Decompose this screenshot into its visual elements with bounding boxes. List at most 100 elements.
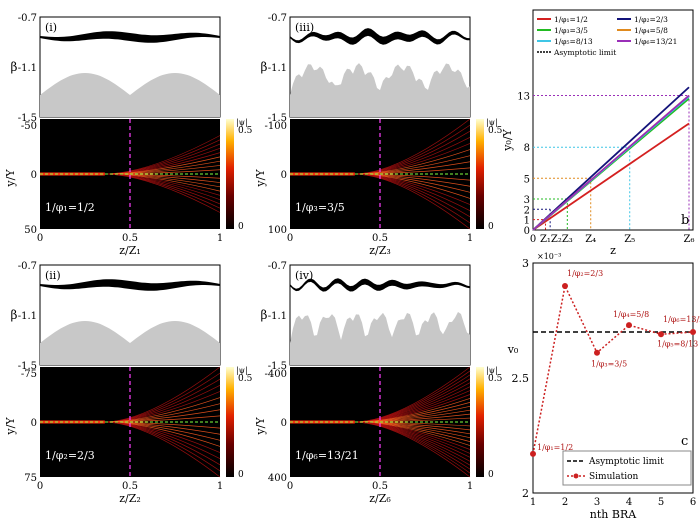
z-tick: 0.5 bbox=[122, 233, 138, 244]
c-legend-box bbox=[562, 450, 692, 486]
y-tick: 0 bbox=[281, 170, 287, 181]
y-tick: 400 bbox=[268, 473, 287, 484]
c-x-tick: 1 bbox=[530, 497, 536, 508]
b-x-tick: Z₁ bbox=[540, 234, 551, 245]
legend-label: 1/φ₆=13/21 bbox=[634, 37, 677, 46]
c-legend-sim-label: Simulation bbox=[589, 472, 639, 482]
simulation-point bbox=[690, 329, 696, 335]
panel-roman-label: (iv) bbox=[295, 269, 313, 282]
simulation-line bbox=[532, 283, 694, 455]
colorbar-tick-min: 0 bbox=[488, 470, 494, 480]
beta-tick: -0.7 bbox=[268, 13, 287, 24]
b-y-tick: 0 bbox=[524, 226, 530, 237]
y-tick: 0 bbox=[31, 418, 37, 429]
point-label: 1/φ₃=3/5 bbox=[591, 360, 627, 369]
beta-tick: -1.5 bbox=[18, 113, 37, 124]
beta-lower-band bbox=[290, 63, 470, 117]
colorbar-title: |ψ| bbox=[236, 366, 248, 375]
beta-tick: -0.7 bbox=[18, 261, 37, 272]
beta-tick: -1.1 bbox=[268, 63, 287, 74]
legend-label: 1/φ₅=8/13 bbox=[554, 37, 593, 46]
c-x-tick: 5 bbox=[658, 497, 664, 508]
beta-tick: -0.7 bbox=[18, 13, 37, 24]
y-tick: -50 bbox=[21, 121, 37, 132]
z-axis-label: z/Z₃ bbox=[369, 244, 391, 257]
figure-label: a bbox=[460, 479, 468, 494]
colorbar-tick-max: 0.5 bbox=[488, 374, 503, 384]
b-x-tick: Z₅ bbox=[624, 234, 635, 245]
point-label: 1/φ₄=5/8 bbox=[613, 310, 649, 319]
y-axis-label: y/Y bbox=[4, 417, 17, 436]
b-y-tick: 5 bbox=[524, 174, 530, 185]
beta-axis-label: β bbox=[11, 308, 18, 322]
panel-b: 1/φ₁=1/2 1/φ₂=2/3 1/φ₃=3/5 1/φ₄=5/8 1/φ₅=8/1… bbox=[501, 9, 695, 257]
b-x-tick: Z₂ bbox=[551, 234, 562, 245]
legend-asym-label: Asymptotic limit bbox=[553, 48, 616, 57]
colorbar-tick-min: 0 bbox=[238, 470, 244, 480]
series-line-6 bbox=[532, 94, 690, 231]
c-y-tick: 2 bbox=[522, 487, 529, 500]
beta-tick: -1.1 bbox=[18, 311, 37, 322]
simulation-point bbox=[594, 349, 600, 356]
b-x-label: z bbox=[610, 244, 616, 257]
simulation-point bbox=[530, 450, 536, 457]
colorbar bbox=[476, 119, 484, 229]
b-y-tick: 3 bbox=[524, 195, 530, 206]
colorbar bbox=[226, 367, 234, 477]
z-tick: 1 bbox=[217, 481, 223, 492]
beta-upper-band bbox=[40, 31, 220, 43]
b-x-tick: Z₄ bbox=[585, 234, 596, 245]
series-line-2 bbox=[532, 86, 690, 231]
z-tick: 0.5 bbox=[372, 481, 388, 492]
z-tick: 1 bbox=[217, 233, 223, 244]
b-y-tick: 2 bbox=[524, 205, 530, 216]
simulation-point bbox=[658, 331, 664, 338]
point-label: 1/φ₂=2/3 bbox=[567, 269, 603, 278]
series-line-1 bbox=[532, 122, 690, 231]
y-axis-label: y/Y bbox=[4, 169, 17, 188]
legend-label: 1/φ₃=3/5 bbox=[554, 26, 588, 35]
y-tick: -100 bbox=[265, 121, 287, 132]
b-x-tick: Z₆ bbox=[684, 234, 695, 245]
point-label: 1/φ₅=8/13 bbox=[657, 339, 698, 348]
beta-tick: -1.5 bbox=[18, 361, 37, 372]
z-axis-label: z/Z₆ bbox=[369, 492, 391, 505]
beta-lower-band bbox=[40, 73, 220, 117]
beta-upper-band bbox=[40, 279, 220, 291]
y-tick: -75 bbox=[21, 369, 37, 380]
b-x-tick: Z₃ bbox=[562, 234, 573, 245]
z-tick: 0.5 bbox=[122, 481, 138, 492]
beta-tick: -1.5 bbox=[268, 361, 287, 372]
beta-upper-band bbox=[290, 278, 470, 292]
z-tick: 0.5 bbox=[372, 233, 388, 244]
colorbar-tick-max: 0.5 bbox=[238, 374, 253, 384]
legend-label: 1/φ₁=1/2 bbox=[554, 15, 588, 24]
b-y-tick: 1 bbox=[524, 216, 530, 227]
colorbar-tick-min: 0 bbox=[238, 222, 244, 232]
z-axis-label: z/Z₁ bbox=[119, 244, 141, 257]
ratio-label: 1/φ₃=3/5 bbox=[295, 201, 345, 214]
colorbar bbox=[476, 367, 484, 477]
ratio-label: 1/φ₆=13/21 bbox=[295, 449, 359, 462]
point-label: 1/φ₁=1/2 bbox=[537, 443, 573, 452]
c-panel-letter: c bbox=[681, 434, 688, 449]
panel-roman-label: (iii) bbox=[295, 21, 314, 34]
z-tick: 0 bbox=[37, 481, 43, 492]
c-x-tick: 2 bbox=[562, 497, 568, 508]
legend-label: 1/φ₄=5/8 bbox=[634, 26, 668, 35]
beta-axis-label: β bbox=[11, 60, 18, 74]
c-y-label: v₀ bbox=[507, 343, 519, 356]
colorbar-title: |ψ| bbox=[486, 118, 498, 127]
beta-tick: -1.5 bbox=[268, 113, 287, 124]
c-x-tick: 4 bbox=[626, 497, 632, 508]
colorbar-tick-max: 0.5 bbox=[488, 126, 503, 136]
simulation-point bbox=[562, 283, 568, 289]
point-label: 1/φ₆=13/21 bbox=[663, 315, 700, 324]
colorbar bbox=[226, 119, 234, 229]
c-x-label: nth BRA bbox=[590, 508, 637, 521]
panel-c: 1/φ₁=1/2 1/φ₂=2/3 1/φ₃=3/5 1/φ₄=5/8 1/φ₅=8/1… bbox=[507, 252, 700, 521]
ratio-label: 1/φ₂=2/3 bbox=[45, 449, 95, 462]
